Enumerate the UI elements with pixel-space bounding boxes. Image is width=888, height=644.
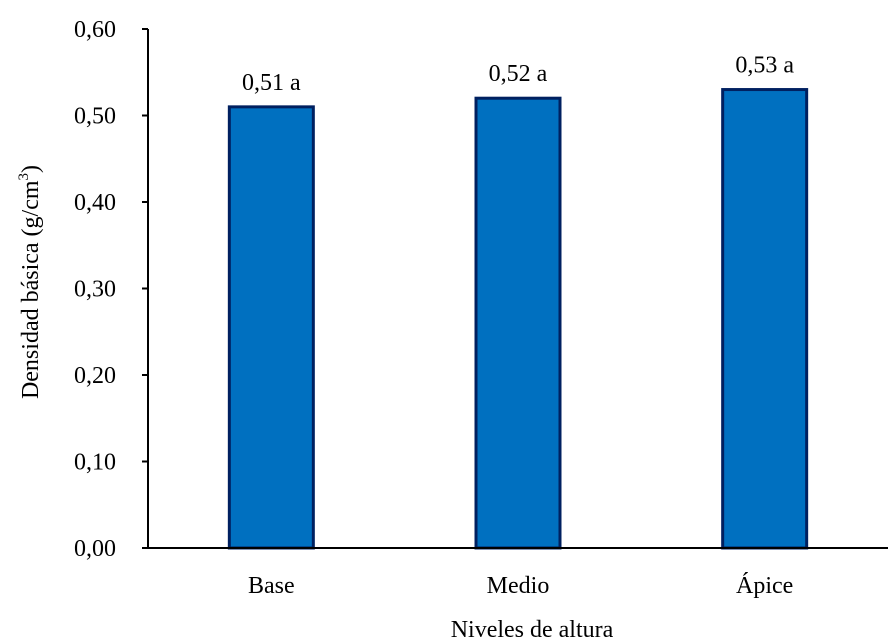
bar bbox=[721, 88, 809, 550]
x-axis-ticks: Base Medio Ápice bbox=[248, 573, 793, 599]
y-tick-label: 0,20 bbox=[74, 363, 116, 389]
y-axis-title: Densidad básica (g/cm3) bbox=[16, 165, 44, 399]
x-tick-label: Ápice bbox=[736, 573, 793, 599]
x-tick-label: Base bbox=[248, 573, 295, 599]
y-axis-title-main: Densidad básica (g/cm bbox=[18, 180, 44, 399]
y-tick-label: 0,50 bbox=[74, 104, 116, 130]
data-label: 0,53 a bbox=[735, 53, 794, 79]
y-tick-label: 0,30 bbox=[74, 277, 116, 303]
data-labels: 0,51 a 0,52 a 0,53 a bbox=[242, 53, 794, 96]
y-axis-title-suffix: ) bbox=[18, 165, 44, 173]
x-tick-label: Medio bbox=[487, 573, 550, 599]
y-axis-ticks: 0,00 0,10 0,20 0,30 0,40 0,50 0,60 bbox=[74, 17, 148, 562]
y-tick-label: 0,00 bbox=[74, 536, 116, 562]
y-tick-label: 0,40 bbox=[74, 190, 116, 216]
data-label: 0,52 a bbox=[489, 61, 548, 87]
y-axis-title-superscript: 3 bbox=[16, 173, 32, 181]
y-tick-label: 0,10 bbox=[74, 450, 116, 476]
x-axis-title: Niveles de altura bbox=[451, 617, 614, 643]
bar bbox=[474, 96, 562, 550]
bar bbox=[227, 105, 315, 550]
bars bbox=[227, 88, 809, 550]
y-tick-label: 0,60 bbox=[74, 17, 116, 43]
data-label: 0,51 a bbox=[242, 70, 301, 96]
